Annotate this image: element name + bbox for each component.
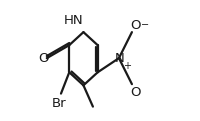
Text: N: N	[115, 52, 125, 65]
Text: Br: Br	[51, 97, 66, 110]
Text: HN: HN	[64, 14, 84, 27]
Text: O: O	[38, 52, 49, 65]
Text: O: O	[130, 19, 141, 32]
Text: O: O	[130, 86, 141, 99]
Text: −: −	[141, 20, 149, 30]
Text: +: +	[123, 61, 131, 71]
